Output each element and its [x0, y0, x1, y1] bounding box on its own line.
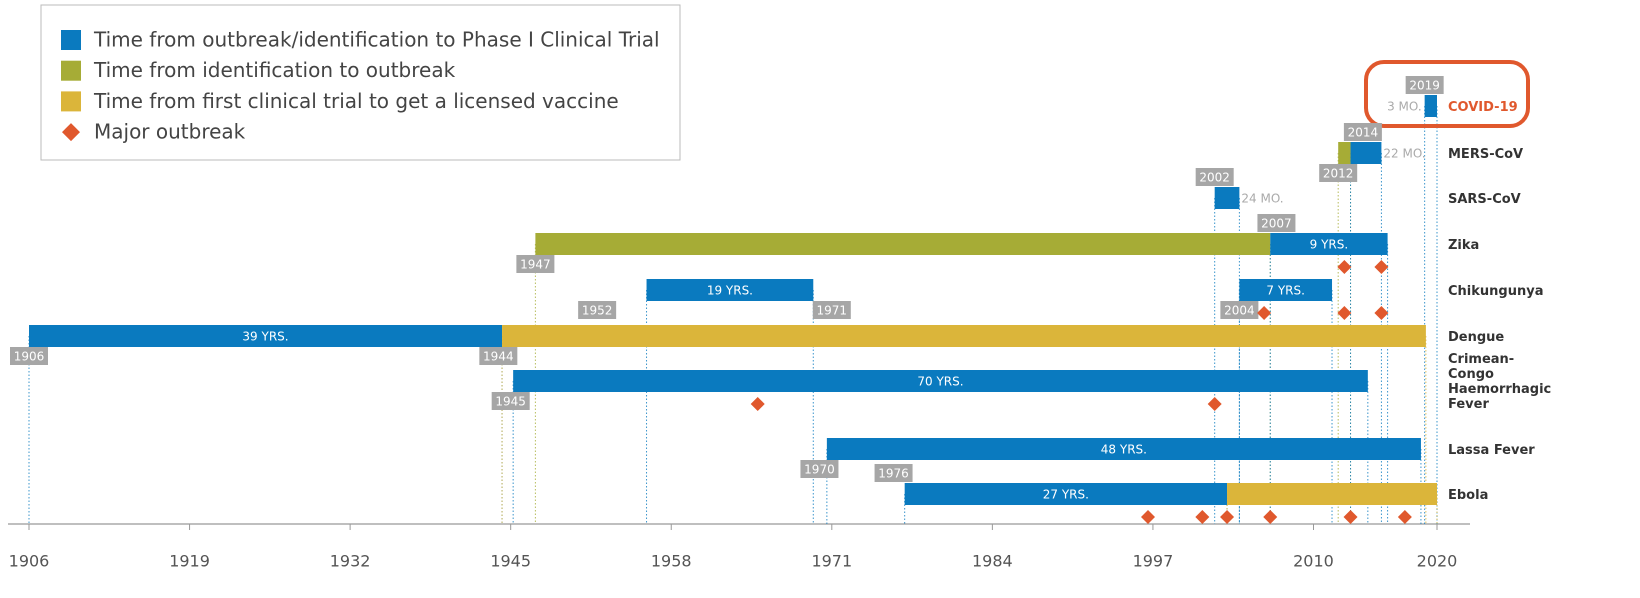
row-label: COVID-19 [1448, 99, 1518, 115]
year-tag-label: 2004 [1224, 304, 1255, 318]
year-tag-label: 2002 [1199, 171, 1230, 185]
bar-label: 9 YRS. [1310, 238, 1349, 252]
legend-swatch [61, 91, 81, 112]
duration-note: 22 MO. [1383, 147, 1425, 161]
bar-label: 27 YRS. [1043, 488, 1089, 502]
year-tag [1319, 164, 1358, 182]
row-label: MERS-CoV [1448, 146, 1524, 162]
year-tag [1257, 214, 1296, 232]
year-tag-label: 1906 [14, 350, 45, 364]
year-tag-label: 2019 [1409, 79, 1440, 93]
legend-swatch [61, 30, 81, 50]
year-tag-label: 2014 [1348, 126, 1379, 140]
outbreak-marker [1257, 306, 1272, 320]
year-tag [479, 347, 518, 365]
outbreak-marker [1220, 510, 1235, 524]
year-tag-label: 1971 [817, 304, 848, 318]
x-tick-label: 1984 [972, 552, 1013, 571]
outbreak-marker [1195, 510, 1210, 524]
row-label: Lassa Fever [1448, 442, 1535, 458]
outbreak-marker [1397, 510, 1412, 524]
year-tag [1220, 301, 1259, 319]
x-tick-label: 1932 [330, 552, 371, 571]
bar [535, 233, 1271, 255]
bar [1350, 142, 1382, 164]
row-label: Ebola [1448, 487, 1489, 503]
year-tag-label: 2012 [1323, 167, 1354, 181]
bar-label: 39 YRS. [242, 330, 288, 344]
row-label: Zika [1448, 237, 1480, 253]
bar [502, 325, 1426, 347]
year-tag [800, 460, 839, 478]
year-tag [874, 464, 913, 482]
year-tag-label: 1945 [495, 395, 526, 409]
duration-note: 24 MO. [1241, 192, 1283, 206]
bar-label: 7 YRS. [1266, 284, 1305, 298]
year-tag-label: 1944 [483, 350, 514, 364]
bar-label: 48 YRS. [1101, 443, 1147, 457]
year-tag [1405, 76, 1444, 94]
year-tag-label: 2007 [1261, 217, 1292, 231]
bar [1338, 142, 1351, 164]
legend-label: Time from identification to outbreak [93, 58, 456, 82]
year-tag-label: 1976 [878, 467, 909, 481]
highlight-frame [1364, 60, 1530, 128]
x-tick-label: 1971 [811, 552, 852, 571]
year-tag [491, 392, 530, 410]
x-tick-label: 1919 [169, 552, 210, 571]
row-label: Crimean-Congo Haemorrhagic Fever [1448, 352, 1552, 412]
outbreak-marker [1337, 260, 1352, 274]
bar [1239, 279, 1333, 301]
year-tag [1195, 168, 1234, 186]
legend-swatch [61, 60, 81, 81]
outbreak-marker [750, 397, 765, 411]
bar [646, 279, 814, 301]
outbreak-marker [1207, 397, 1222, 411]
bar-label: 19 YRS. [707, 284, 753, 298]
bar [29, 325, 503, 347]
year-tag [10, 347, 48, 365]
year-tag-label: 1952 [582, 304, 613, 318]
outbreak-marker [1140, 510, 1155, 524]
year-tag [516, 255, 555, 273]
x-tick-label: 2020 [1417, 552, 1458, 571]
legend-label: Major outbreak [94, 120, 246, 144]
year-tag [1343, 123, 1382, 141]
bar [513, 370, 1368, 392]
outbreak-marker [1374, 260, 1389, 274]
bar [1214, 187, 1240, 209]
legend-label: Time from outbreak/identification to Pha… [93, 28, 660, 52]
outbreak-marker [1374, 306, 1389, 320]
x-tick-label: 1958 [651, 552, 692, 571]
bar-label: 70 YRS. [917, 375, 963, 389]
row-label: SARS-CoV [1448, 191, 1521, 207]
year-tag-label: 1947 [520, 258, 551, 272]
bar [1227, 483, 1437, 505]
outbreak-marker [1343, 510, 1358, 524]
x-tick-label: 1945 [490, 552, 531, 571]
outbreak-marker [1263, 510, 1278, 524]
year-tag-label: 1970 [804, 463, 835, 477]
legend-label: Time from first clinical trial to get a … [93, 89, 619, 113]
row-label: Dengue [1448, 329, 1505, 345]
bar [904, 483, 1228, 505]
row-label: Chikungunya [1448, 283, 1544, 299]
bar [826, 438, 1421, 460]
x-tick-label: 2010 [1293, 552, 1334, 571]
legend-diamond [62, 123, 80, 142]
year-tag [812, 301, 851, 319]
outbreak-marker [1337, 306, 1352, 320]
bar [1270, 233, 1388, 255]
legend-box [40, 4, 681, 161]
duration-note: 3 MO. [1387, 100, 1422, 114]
x-tick-label: 1906 [9, 552, 50, 571]
x-tick-label: 1997 [1133, 552, 1174, 571]
bar [1424, 95, 1437, 117]
year-tag [578, 301, 617, 319]
